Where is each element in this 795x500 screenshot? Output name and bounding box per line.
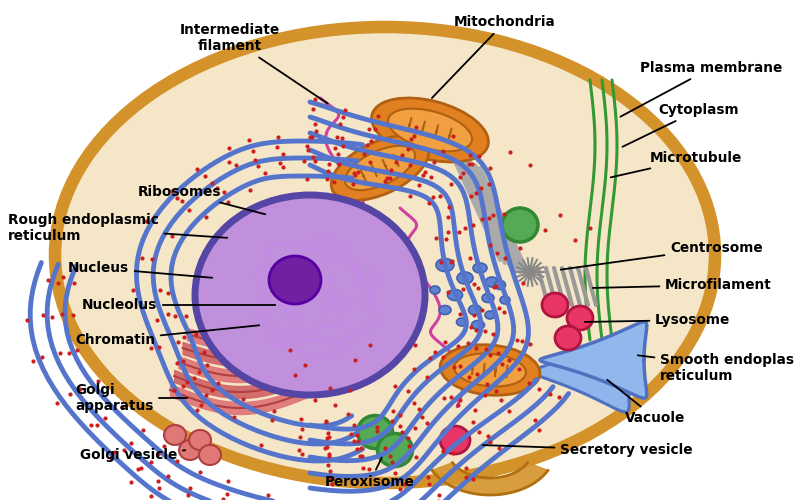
Ellipse shape xyxy=(448,290,463,300)
Text: Smooth endoplasmic
reticulum: Smooth endoplasmic reticulum xyxy=(638,353,795,383)
Ellipse shape xyxy=(500,296,510,304)
Ellipse shape xyxy=(473,263,487,273)
Polygon shape xyxy=(432,462,548,495)
Ellipse shape xyxy=(199,445,221,465)
Ellipse shape xyxy=(456,318,467,326)
Ellipse shape xyxy=(440,344,540,396)
Ellipse shape xyxy=(371,98,488,162)
Text: Microfilament: Microfilament xyxy=(593,278,772,292)
Text: Nucleolus: Nucleolus xyxy=(82,298,275,312)
Text: Microtubule: Microtubule xyxy=(611,151,743,178)
Text: Chromatin: Chromatin xyxy=(75,326,259,347)
Ellipse shape xyxy=(358,416,393,448)
Ellipse shape xyxy=(502,208,538,242)
Ellipse shape xyxy=(269,256,321,304)
Ellipse shape xyxy=(439,306,451,314)
Ellipse shape xyxy=(471,320,484,330)
Text: Ribosomes: Ribosomes xyxy=(138,185,266,214)
Ellipse shape xyxy=(345,146,415,190)
Polygon shape xyxy=(540,322,647,398)
Ellipse shape xyxy=(189,430,211,450)
Ellipse shape xyxy=(485,311,495,319)
Text: Intermediate
filament: Intermediate filament xyxy=(180,23,328,103)
Ellipse shape xyxy=(567,306,593,330)
Ellipse shape xyxy=(164,425,186,445)
Ellipse shape xyxy=(454,354,525,386)
Ellipse shape xyxy=(468,305,482,315)
Text: Nucleus: Nucleus xyxy=(68,261,212,278)
Text: Secretory vesicle: Secretory vesicle xyxy=(483,443,692,457)
Ellipse shape xyxy=(555,326,581,350)
Ellipse shape xyxy=(195,195,425,395)
Ellipse shape xyxy=(486,277,498,287)
Ellipse shape xyxy=(388,108,472,152)
Text: Cytoplasm: Cytoplasm xyxy=(622,103,739,147)
Ellipse shape xyxy=(332,136,429,200)
Ellipse shape xyxy=(430,286,440,294)
Polygon shape xyxy=(532,332,629,412)
Text: Centrosome: Centrosome xyxy=(560,241,762,270)
Ellipse shape xyxy=(482,294,494,302)
Text: Rough endoplasmic
reticulum: Rough endoplasmic reticulum xyxy=(8,213,227,243)
Text: Vacuole: Vacuole xyxy=(607,380,685,425)
Text: Plasma membrane: Plasma membrane xyxy=(620,61,782,116)
Ellipse shape xyxy=(436,258,454,272)
Ellipse shape xyxy=(179,440,201,460)
Ellipse shape xyxy=(542,293,568,317)
Ellipse shape xyxy=(457,272,473,284)
Text: Golgi vesicle: Golgi vesicle xyxy=(80,448,185,462)
Text: Golgi
apparatus: Golgi apparatus xyxy=(75,383,187,413)
Ellipse shape xyxy=(378,434,413,466)
Text: Lysosome: Lysosome xyxy=(585,313,731,327)
Ellipse shape xyxy=(440,426,470,454)
Text: Mitochondria: Mitochondria xyxy=(432,15,556,98)
Ellipse shape xyxy=(55,27,715,483)
Text: Peroxisome: Peroxisome xyxy=(325,458,415,489)
Ellipse shape xyxy=(494,280,506,289)
